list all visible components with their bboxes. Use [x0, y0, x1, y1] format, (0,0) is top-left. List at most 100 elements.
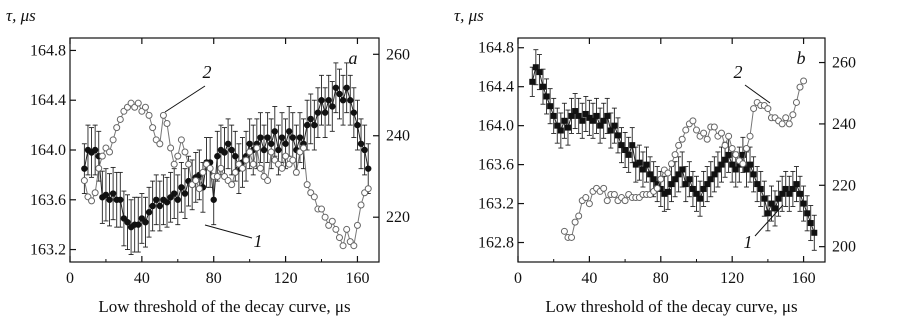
y-right-tick-label: 200: [832, 239, 856, 256]
data-point: [91, 189, 99, 197]
data-point: [246, 148, 254, 156]
data-point: [610, 190, 618, 198]
series-1: [81, 62, 372, 255]
data-point: [364, 185, 372, 193]
data-point: [145, 111, 153, 119]
data-point: [686, 176, 693, 183]
data-point: [318, 97, 325, 104]
data-point: [764, 210, 771, 217]
data-point: [800, 200, 807, 207]
data-point: [95, 164, 103, 172]
plot-frame: [517, 37, 826, 263]
data-point: [256, 164, 264, 172]
data-point: [804, 210, 811, 217]
curve-callout-line: [164, 85, 206, 113]
data-point: [303, 121, 311, 129]
data-point: [639, 166, 646, 173]
data-point: [163, 120, 171, 128]
data-point: [134, 99, 142, 107]
data-point: [170, 160, 178, 168]
data-point: [793, 181, 800, 188]
data-point: [653, 184, 661, 192]
data-point: [622, 147, 629, 153]
data-point: [811, 229, 818, 236]
data-point: [264, 134, 271, 141]
data-point: [246, 140, 253, 147]
data-point: [177, 136, 185, 144]
data-point: [671, 151, 679, 159]
data-point: [675, 171, 682, 178]
data-point: [224, 140, 232, 147]
data-point: [343, 225, 351, 233]
data-point: [664, 188, 671, 195]
data-point: [217, 164, 225, 172]
y-left-tick-label: 164.8: [478, 40, 514, 57]
data-point: [321, 213, 329, 221]
data-point: [582, 194, 590, 202]
data-point: [325, 97, 332, 104]
y-left-tick-label: 164.4: [30, 92, 66, 109]
data-point: [335, 234, 343, 242]
data-point: [300, 144, 308, 152]
panel-label: a: [349, 48, 358, 68]
data-point: [228, 181, 236, 189]
data-point: [621, 197, 629, 205]
data-point: [88, 197, 96, 205]
data-point: [657, 175, 665, 183]
data-point: [536, 69, 543, 76]
data-point: [739, 160, 747, 168]
panel-label: b: [797, 48, 806, 68]
series-2: [560, 77, 808, 241]
data-point: [113, 124, 121, 132]
data-point: [725, 132, 733, 140]
data-point: [142, 218, 149, 226]
data-point: [704, 181, 711, 188]
data-point: [213, 172, 221, 180]
data-point: [700, 185, 707, 192]
data-point: [603, 197, 611, 205]
data-point: [779, 190, 786, 197]
data-point: [282, 140, 289, 147]
data-point: [564, 124, 571, 131]
data-point: [206, 164, 214, 172]
data-point: [654, 181, 661, 188]
data-point: [636, 159, 643, 166]
data-point: [568, 233, 576, 241]
panel-b: 0 40 80 120 160 162.8 163.2 163.6 164.0 164.4 164.…: [454, 6, 856, 316]
x-tick-label: 0: [66, 270, 74, 287]
data-point: [579, 117, 586, 124]
data-point: [672, 176, 679, 183]
data-point: [796, 83, 804, 91]
data-point: [332, 225, 340, 233]
data-point: [778, 120, 786, 128]
y-left-tick-label: 163.6: [30, 192, 66, 209]
data-point: [700, 129, 708, 137]
y-left-tick-label: 164.0: [478, 118, 514, 135]
data-point: [357, 140, 365, 147]
data-point: [571, 218, 579, 226]
series-1: [529, 49, 818, 251]
data-point: [278, 164, 286, 172]
data-point: [106, 196, 113, 203]
data-point: [102, 191, 110, 198]
data-point: [782, 185, 789, 192]
data-point: [775, 195, 782, 202]
data-point: [661, 190, 668, 197]
x-tick-label: 40: [134, 270, 150, 287]
data-point: [664, 169, 672, 177]
data-point: [170, 190, 178, 197]
data-point: [722, 156, 729, 163]
data-point: [768, 200, 775, 207]
data-point: [539, 83, 546, 90]
data-point: [757, 185, 764, 192]
data-point: [257, 134, 264, 141]
y-left-tick-label: 164.4: [478, 79, 514, 96]
x-axis-label: Low threshold of the decay curve, μs: [545, 297, 797, 316]
data-point: [174, 152, 182, 160]
data-point: [589, 117, 596, 124]
data-point: [228, 146, 235, 154]
data-point: [600, 184, 608, 192]
data-point: [792, 98, 800, 106]
data-point: [736, 161, 743, 168]
data-point: [292, 168, 300, 176]
